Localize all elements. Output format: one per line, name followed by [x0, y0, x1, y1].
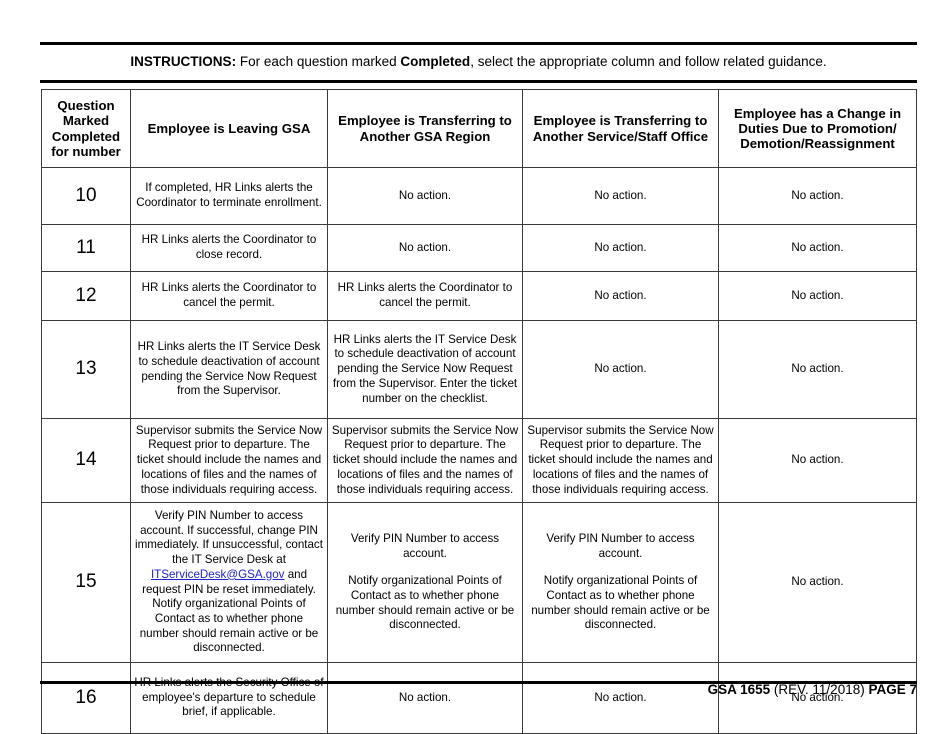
footer-form-number: GSA 1655	[707, 682, 771, 697]
instructions-text: INSTRUCTIONS: For each question marked C…	[40, 45, 917, 79]
instructions-after: , select the appropriate column and foll…	[470, 54, 827, 69]
cell-another-region: HR Links alerts the Coordinator to cance…	[327, 271, 523, 321]
it-service-desk-email-link[interactable]: ITServiceDesk@GSA.gov	[150, 567, 285, 581]
instructions-banner: INSTRUCTIONS: For each question marked C…	[40, 42, 917, 84]
table-row: 10 If completed, HR Links alerts the Coo…	[41, 167, 917, 225]
row-question-number: 14	[41, 418, 131, 503]
cell-paragraph-1: Verify PIN Number to access account.	[546, 531, 695, 560]
cell-another-region: No action.	[327, 662, 523, 734]
cell-another-region: No action.	[327, 224, 523, 272]
table-row: 14 Supervisor submits the Service Now Re…	[41, 418, 917, 503]
table-row: 11 HR Links alerts the Coordinator to cl…	[41, 224, 917, 272]
row-question-number: 12	[41, 271, 131, 321]
cell-change-in-duties: No action.	[718, 224, 917, 272]
cell-leaving-gsa: HR Links alerts the Coordinator to cance…	[130, 271, 328, 321]
cell-change-in-duties: No action.	[718, 271, 917, 321]
footer-rule	[40, 681, 917, 684]
table-row: 16 HR Links alerts the Security Office o…	[41, 662, 917, 734]
column-header-change-in-duties: Employee has a Change in Duties Due to P…	[718, 89, 917, 168]
table-header-row: Question Marked Completed for number Emp…	[41, 89, 917, 168]
cell-text-after-link: and request PIN be reset immediately. No…	[139, 567, 319, 655]
instructions-label: INSTRUCTIONS:	[130, 54, 237, 69]
cell-another-service: No action.	[522, 224, 719, 272]
cell-another-service: Verify PIN Number to access account. Not…	[522, 502, 719, 663]
table-row: 13 HR Links alerts the IT Service Desk t…	[41, 320, 917, 419]
cell-leaving-gsa: If completed, HR Links alerts the Coordi…	[130, 167, 328, 225]
row-question-number: 10	[41, 167, 131, 225]
table-body: 10 If completed, HR Links alerts the Coo…	[41, 167, 917, 734]
banner-bottom-rule	[40, 80, 917, 84]
row-question-number: 16	[41, 662, 131, 734]
guidance-table-wrapper: Question Marked Completed for number Emp…	[41, 89, 917, 734]
cell-leaving-gsa: Verify PIN Number to access account. If …	[130, 502, 328, 663]
cell-another-service: No action.	[522, 320, 719, 419]
table-row: 12 HR Links alerts the Coordinator to ca…	[41, 271, 917, 321]
cell-another-region: No action.	[327, 167, 523, 225]
footer-revision: (REV. 11/2018)	[773, 682, 865, 697]
cell-change-in-duties: No action.	[718, 167, 917, 225]
cell-another-region: Verify PIN Number to access account. Not…	[327, 502, 523, 663]
row-question-number: 15	[41, 502, 131, 663]
column-header-another-service: Employee is Transferring to Another Serv…	[522, 89, 719, 168]
table-row: 15 Verify PIN Number to access account. …	[41, 502, 917, 663]
cell-another-service: No action.	[522, 167, 719, 225]
cell-paragraph-1: Verify PIN Number to access account.	[350, 531, 500, 560]
footer-page-number: PAGE 7	[868, 682, 917, 697]
cell-change-in-duties: No action.	[718, 320, 917, 419]
column-header-another-region: Employee is Transferring to Another GSA …	[327, 89, 523, 168]
column-header-leaving-gsa: Employee is Leaving GSA	[130, 89, 328, 168]
cell-another-service: Supervisor submits the Service Now Reque…	[522, 418, 719, 503]
instructions-emphasis: Completed	[400, 54, 471, 69]
cell-another-region: Supervisor submits the Service Now Reque…	[327, 418, 523, 503]
instructions-before: For each question marked	[239, 54, 401, 69]
row-question-number: 13	[41, 320, 131, 419]
cell-change-in-duties: No action.	[718, 662, 917, 734]
table-header: Question Marked Completed for number Emp…	[41, 89, 917, 168]
column-header-question-number: Question Marked Completed for number	[41, 89, 131, 168]
cell-another-service: No action.	[522, 271, 719, 321]
banner-top-rule	[40, 42, 917, 45]
cell-leaving-gsa: Supervisor submits the Service Now Reque…	[130, 418, 328, 503]
cell-change-in-duties: No action.	[718, 418, 917, 503]
guidance-table: Question Marked Completed for number Emp…	[41, 89, 917, 734]
cell-change-in-duties: No action.	[718, 502, 917, 663]
cell-paragraph-2: Notify organizational Points of Contact …	[531, 574, 710, 632]
cell-text-before-link: Verify PIN Number to access account. If …	[135, 508, 323, 567]
cell-leaving-gsa: HR Links alerts the Security Office of e…	[130, 662, 328, 734]
cell-leaving-gsa: HR Links alerts the Coordinator to close…	[130, 224, 328, 272]
cell-leaving-gsa: HR Links alerts the IT Service Desk to s…	[130, 320, 328, 419]
cell-another-region: HR Links alerts the IT Service Desk to s…	[327, 320, 523, 419]
cell-paragraph-2: Notify organizational Points of Contact …	[335, 574, 515, 632]
cell-another-service: No action.	[522, 662, 719, 734]
row-question-number: 11	[41, 224, 131, 272]
footer: GSA 1655 (REV. 11/2018) PAGE 7	[708, 682, 917, 698]
